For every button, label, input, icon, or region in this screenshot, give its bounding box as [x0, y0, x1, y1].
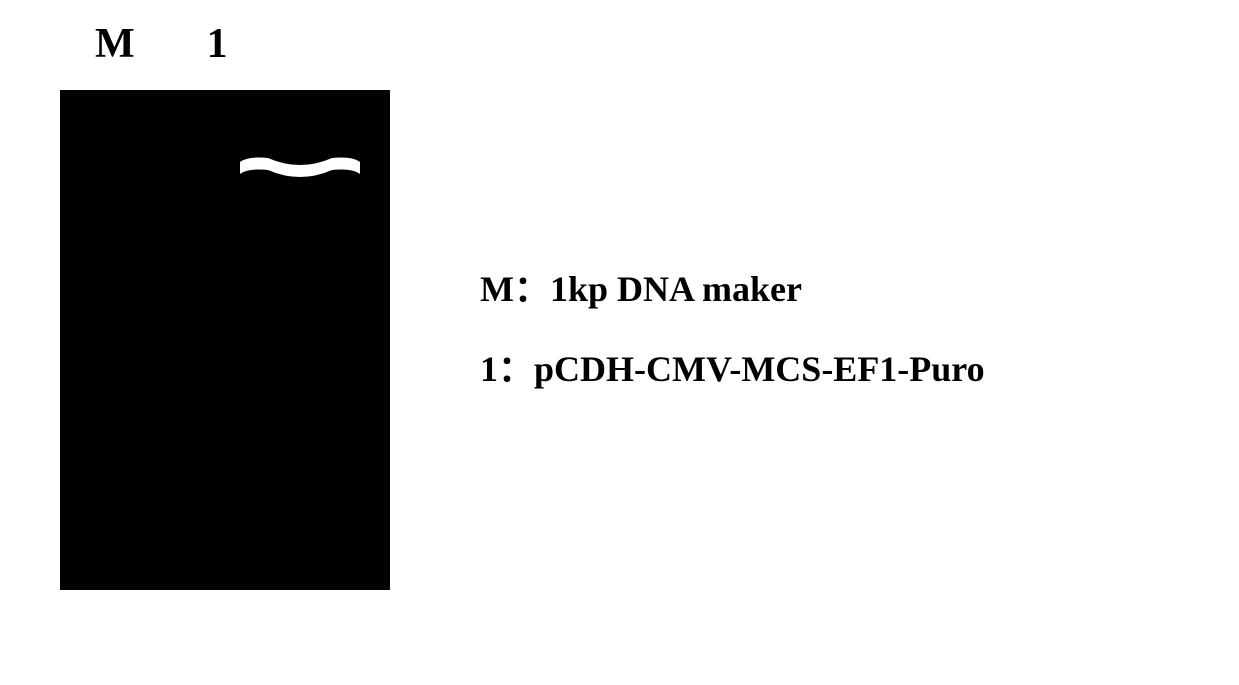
- legend-desc-m: 1kp DNA maker: [550, 269, 802, 309]
- legend-desc-1: pCDH-CMV-MCS-EF1-Puro: [534, 349, 985, 389]
- legend-sep-1: ：: [498, 349, 534, 389]
- legend-item-m: M：1kp DNA maker: [480, 260, 985, 312]
- lane-label-m: M: [95, 20, 135, 68]
- legend-key-m: M: [480, 269, 514, 309]
- legend: M：1kp DNA maker 1：pCDH-CMV-MCS-EF1-Puro: [480, 260, 985, 392]
- legend-key-1: 1: [480, 349, 498, 389]
- lane-label-1: 1: [207, 20, 228, 68]
- gel-image: [60, 90, 390, 590]
- legend-item-1: 1：pCDH-CMV-MCS-EF1-Puro: [480, 340, 985, 392]
- figure-container: M 1 M：1kp DNA maker 1：pCDH-CMV-MCS-EF1-P…: [0, 0, 1239, 685]
- gel-band: [238, 152, 362, 184]
- legend-sep-m: ：: [514, 269, 550, 309]
- lane-labels-row: M 1: [95, 20, 228, 68]
